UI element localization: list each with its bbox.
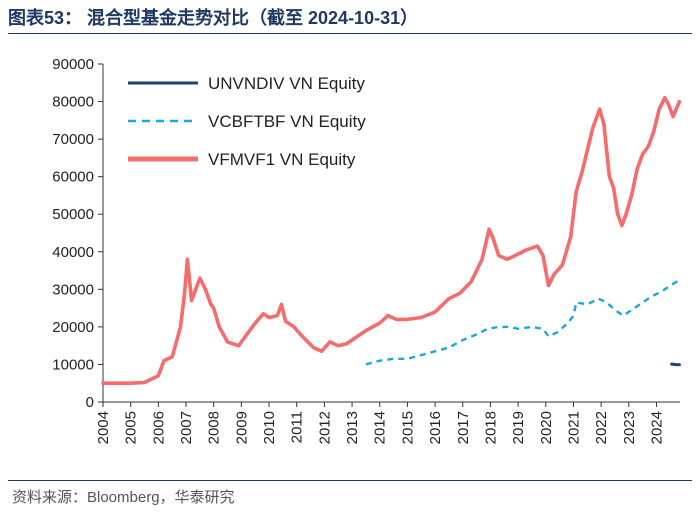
series-line-3 [101, 96, 682, 385]
x-tick-label: 2016 [427, 411, 444, 444]
y-tick-label: 70000 [52, 131, 94, 148]
x-tick-label: 2011 [289, 411, 306, 443]
series-line-1 [670, 362, 681, 367]
y-tick-label: 90000 [52, 56, 94, 73]
series-layer [101, 96, 682, 385]
x-tick-label: 2007 [178, 411, 195, 444]
axes: 0 10000 20000 30000 40000 50000 60000 70000 8000… [52, 56, 680, 444]
x-tick-label: 2005 [123, 411, 140, 444]
x-tick-label: 2017 [455, 411, 472, 444]
source-note: 资料来源：Bloomberg，华泰研究 [12, 489, 235, 506]
legend-label-3: VFMVF1 VN Equity [208, 150, 356, 169]
y-tick-label: 30000 [52, 281, 94, 298]
y-tick-label: 60000 [52, 169, 94, 186]
x-tick-label: 2019 [510, 411, 527, 444]
x-tick-label: 2013 [344, 411, 361, 444]
x-tick-label: 2014 [372, 411, 389, 444]
x-tick-label: 2008 [206, 411, 223, 444]
legend-label-1: UNVNDIV VN Equity [208, 74, 365, 93]
legend-label-2: VCBFTBF VN Equity [208, 112, 366, 131]
x-tick-label: 2012 [316, 411, 333, 444]
y-tick-label: 20000 [52, 319, 94, 336]
x-tick-label: 2009 [233, 411, 250, 444]
x-tick-label: 2021 [565, 411, 582, 444]
x-tick-label: 2006 [150, 411, 167, 444]
y-tick-label: 50000 [52, 206, 94, 223]
x-tick-label: 2018 [482, 411, 499, 444]
x-tick-label: 2023 [621, 411, 638, 444]
figure-title: 图表53： 混合型基金走势对比（截至 2024-10-31） [8, 8, 419, 28]
source-rule [8, 480, 692, 481]
x-tick-label: 2022 [593, 411, 610, 444]
x-tick-label: 2020 [538, 411, 555, 444]
y-tick-label: 0 [86, 394, 94, 411]
y-tick-label: 10000 [52, 356, 94, 373]
title-rule [8, 33, 692, 34]
x-tick-label: 2004 [95, 411, 112, 444]
legend: UNVNDIV VN Equity VCBFTBF VN Equity VFMVF1… [128, 74, 366, 169]
series-line-2 [365, 278, 681, 366]
x-tick-label: 2024 [648, 411, 665, 444]
x-tick-label: 2015 [399, 411, 416, 444]
y-tick-label: 40000 [52, 244, 94, 261]
y-tick-label: 80000 [52, 94, 94, 111]
x-tick-label: 2010 [261, 411, 278, 444]
